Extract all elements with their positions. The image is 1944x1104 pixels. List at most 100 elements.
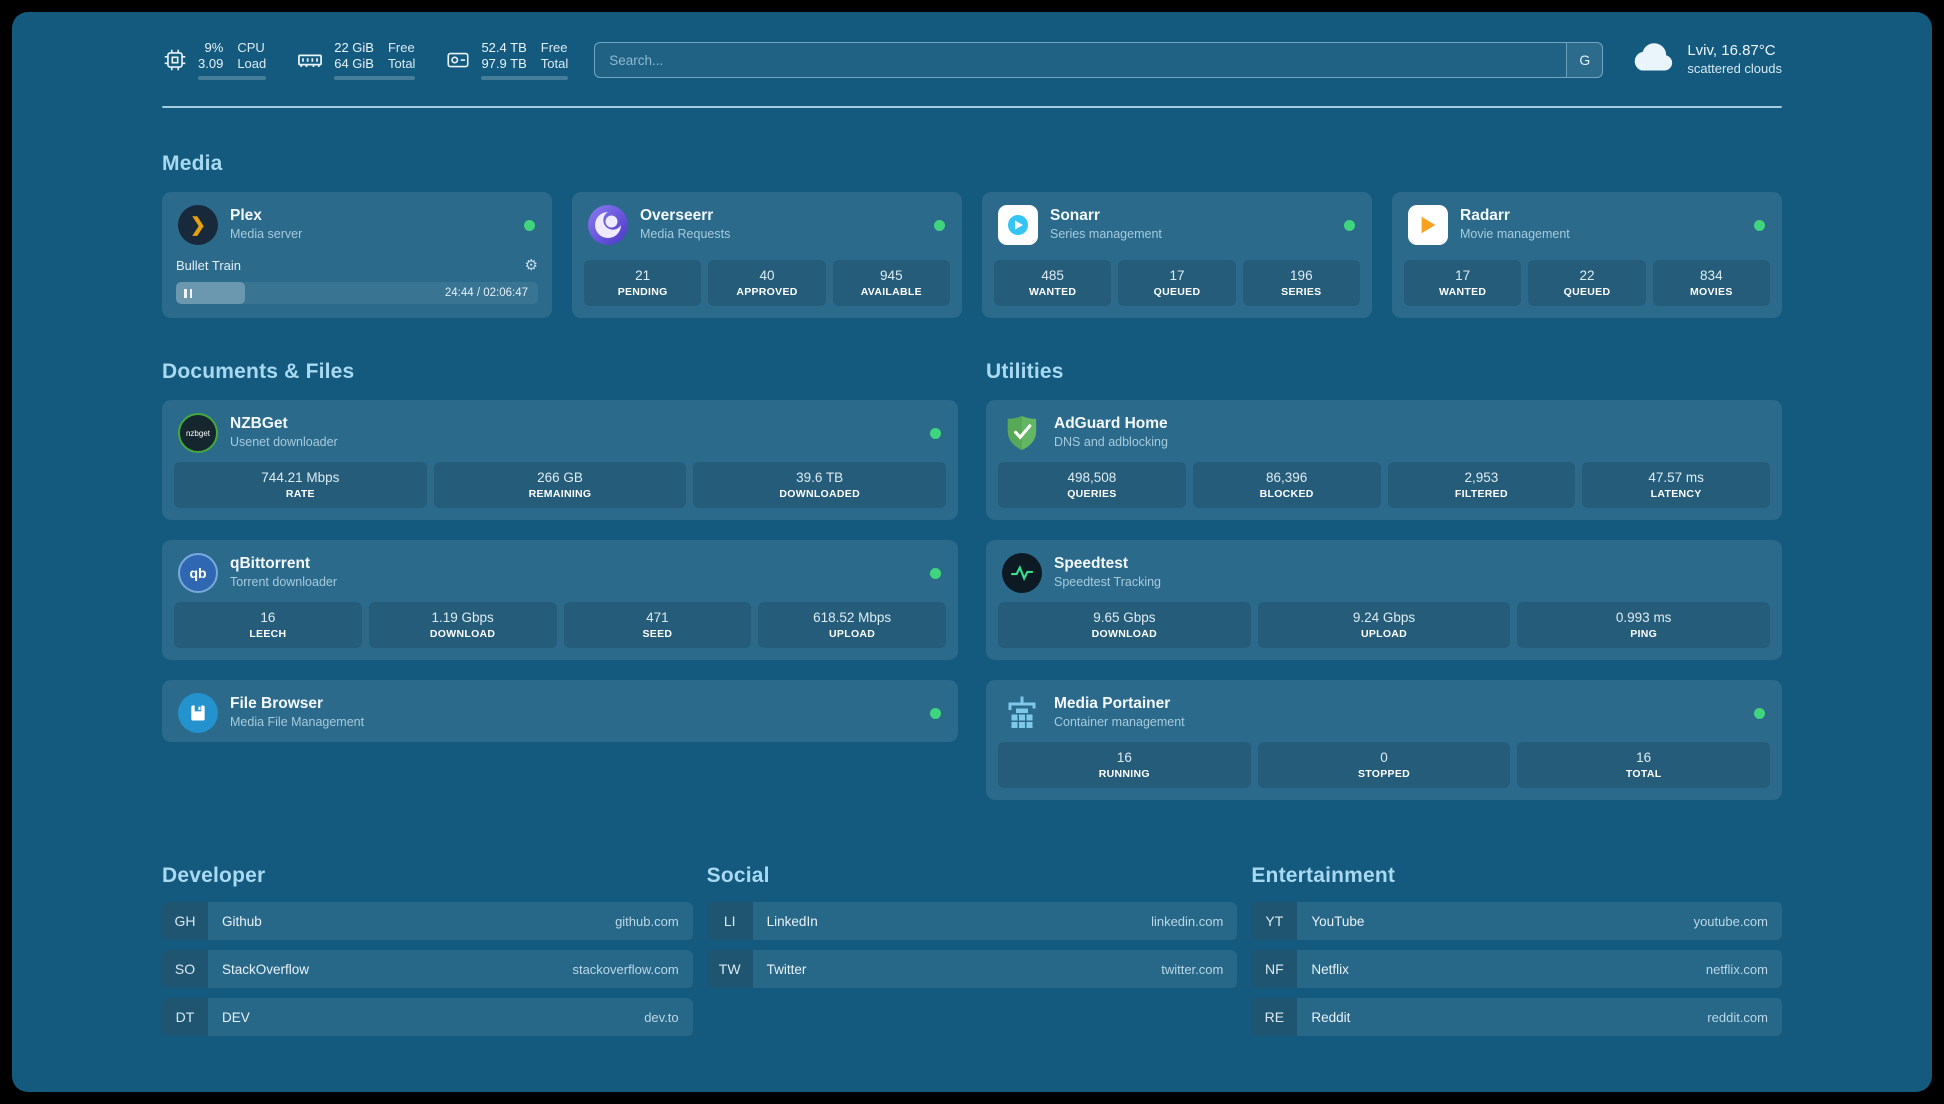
- search-input[interactable]: [595, 43, 1567, 77]
- cpu-load-value: 3.09: [198, 56, 224, 71]
- system-widgets: 9% 3.09 CPU Load: [162, 40, 569, 80]
- bookmark-name: Netflix: [1311, 961, 1349, 977]
- app-card-nzbget[interactable]: nzbget NZBGet Usenet downloader 744.21 M…: [162, 400, 958, 520]
- bookmark-domain: github.com: [615, 913, 679, 929]
- app-name: Radarr: [1460, 207, 1510, 224]
- app-desc: Media Requests: [640, 227, 731, 241]
- app-name: Speedtest: [1054, 555, 1129, 572]
- stat-value: 9.24 Gbps: [1352, 610, 1416, 625]
- bookmark-row-stackoverflow[interactable]: SO StackOverflow stackoverflow.com: [162, 950, 693, 988]
- bookmark-abbr: LI: [706, 902, 753, 940]
- topbar: 9% 3.09 CPU Load: [162, 40, 1782, 80]
- stat-value: 0.993 ms: [1615, 610, 1672, 625]
- bookmark-row-reddit[interactable]: RE Reddit reddit.com: [1251, 998, 1782, 1036]
- app-desc: DNS and adblocking: [1054, 435, 1168, 449]
- stat-label: QUERIES: [1067, 488, 1117, 500]
- pause-icon[interactable]: [184, 288, 192, 298]
- app-name: NZBGet: [230, 415, 288, 432]
- app-card-plex[interactable]: ❯ Plex Media server Bullet Train ⚙: [162, 192, 552, 318]
- app-card-adguard[interactable]: AdGuard Home DNS and adblocking 498,508 …: [986, 400, 1782, 520]
- player-progress-bar[interactable]: 24:44 / 02:06:47: [176, 282, 538, 304]
- stat-label: FILTERED: [1454, 488, 1508, 500]
- section-entertainment: Entertainment YT YouTube youtube.com NF …: [1251, 864, 1782, 1036]
- bookmark-row-github[interactable]: GH Github github.com: [162, 902, 693, 940]
- status-dot: [1344, 220, 1355, 231]
- app-name: qBittorrent: [230, 555, 311, 572]
- stat-block: 17 QUEUED: [1118, 260, 1236, 306]
- topbar-divider: [162, 106, 1782, 108]
- app-card-speedtest[interactable]: Speedtest Speedtest Tracking 9.65 Gbps D…: [986, 540, 1782, 660]
- bookmark-domain: reddit.com: [1707, 1009, 1768, 1025]
- settings-gear-icon[interactable]: ⚙: [524, 257, 538, 274]
- bookmark-row-youtube[interactable]: YT YouTube youtube.com: [1251, 902, 1782, 940]
- status-dot: [930, 708, 941, 719]
- app-card-portainer[interactable]: Media Portainer Container management 16 …: [986, 680, 1782, 800]
- stat-block: 471 SEED: [563, 602, 752, 648]
- app-desc: Media File Management: [230, 715, 365, 729]
- app-name: Overseerr: [640, 207, 714, 224]
- stat-value: 9.65 Gbps: [1093, 610, 1156, 625]
- bookmark-name: Twitter: [766, 961, 807, 977]
- stat-value: 47.57 ms: [1648, 470, 1704, 485]
- stat-label: REMAINING: [528, 488, 592, 500]
- bookmark-row-twitter[interactable]: TW Twitter twitter.com: [706, 950, 1238, 988]
- bookmark-row-netflix[interactable]: NF Netflix netflix.com: [1251, 950, 1782, 988]
- stat-label: WANTED: [1439, 286, 1487, 298]
- stat-block: 9.24 Gbps UPLOAD: [1257, 602, 1511, 648]
- weather-location: Lviv, 16.87°C: [1687, 42, 1776, 59]
- app-name: File Browser: [230, 695, 324, 712]
- disk-free-value: 52.4 TB: [481, 40, 527, 55]
- stat-value: 2,953: [1464, 470, 1499, 485]
- player-time: 24:44 / 02:06:47: [444, 287, 528, 299]
- stat-block: 266 GB REMAINING: [433, 462, 687, 508]
- sonarr-icon: [998, 205, 1038, 245]
- section-title-documents: Documents & Files: [162, 360, 355, 383]
- app-card-radarr[interactable]: Radarr Movie management 17 WANTED 22 QUE…: [1392, 192, 1782, 318]
- bookmark-domain: dev.to: [644, 1009, 679, 1025]
- stat-label: WANTED: [1029, 286, 1077, 298]
- stat-label: SERIES: [1281, 286, 1322, 298]
- bookmark-abbr: DT: [162, 998, 208, 1036]
- stat-value: 196: [1290, 268, 1313, 283]
- disk-icon: [445, 47, 471, 73]
- app-card-sonarr[interactable]: Sonarr Series management 485 WANTED 17 Q…: [982, 192, 1372, 318]
- bookmark-row-linkedin[interactable]: LI LinkedIn linkedin.com: [706, 902, 1238, 940]
- app-card-filebrowser[interactable]: File Browser Media File Management: [162, 680, 958, 742]
- stat-block: 744.21 Mbps RATE: [174, 462, 427, 508]
- stat-value: 86,396: [1265, 470, 1308, 485]
- stat-label: DOWNLOAD: [1091, 628, 1158, 640]
- app-card-qbittorrent[interactable]: qb qBittorrent Torrent downloader 16 LEE…: [162, 540, 958, 660]
- stat-label: UPLOAD: [829, 628, 876, 640]
- bookmark-abbr: RE: [1251, 998, 1298, 1036]
- bookmark-domain: youtube.com: [1693, 913, 1768, 929]
- stat-value: 22: [1579, 268, 1595, 283]
- bookmark-row-dev[interactable]: DT DEV dev.to: [162, 998, 693, 1036]
- app-card-overseerr[interactable]: Overseerr Media Requests 21 PENDING 40 A…: [572, 192, 962, 318]
- status-dot: [524, 220, 535, 231]
- bookmark-name: DEV: [222, 1009, 250, 1025]
- section-developer: Developer GH Github github.com SO StackO…: [162, 864, 693, 1036]
- bookmark-name: YouTube: [1311, 913, 1365, 929]
- section-documents: Documents & Files nzbget NZBGet Usenet d…: [162, 360, 958, 800]
- stat-label: SEED: [642, 628, 673, 640]
- stat-label: DOWNLOAD: [429, 628, 496, 640]
- plex-now-playing: Bullet Train ⚙ 24:44 / 02:06:47: [162, 254, 552, 318]
- stat-block: 618.52 Mbps UPLOAD: [758, 602, 946, 648]
- stat-value: 21: [635, 268, 651, 283]
- stat-block: 16 TOTAL: [1517, 742, 1771, 788]
- app-desc: Media server: [230, 227, 303, 241]
- stat-label: LEECH: [249, 628, 287, 640]
- cpu-label-top: CPU: [237, 40, 265, 55]
- memory-widget: 22 GiB 64 GiB Free Total: [296, 40, 416, 80]
- bookmark-abbr: YT: [1251, 902, 1298, 940]
- stat-label: QUEUED: [1563, 286, 1611, 298]
- stat-block: 2,953 FILTERED: [1387, 462, 1576, 508]
- stat-label: STOPPED: [1357, 768, 1411, 780]
- stat-block: 0 STOPPED: [1257, 742, 1511, 788]
- search-engine-button[interactable]: G: [1566, 43, 1603, 77]
- stat-block: 485 WANTED: [994, 260, 1112, 306]
- stat-label: TOTAL: [1625, 768, 1662, 780]
- bookmark-abbr: GH: [162, 902, 208, 940]
- stat-label: RUNNING: [1098, 768, 1150, 780]
- memory-label-top: Free: [387, 40, 415, 55]
